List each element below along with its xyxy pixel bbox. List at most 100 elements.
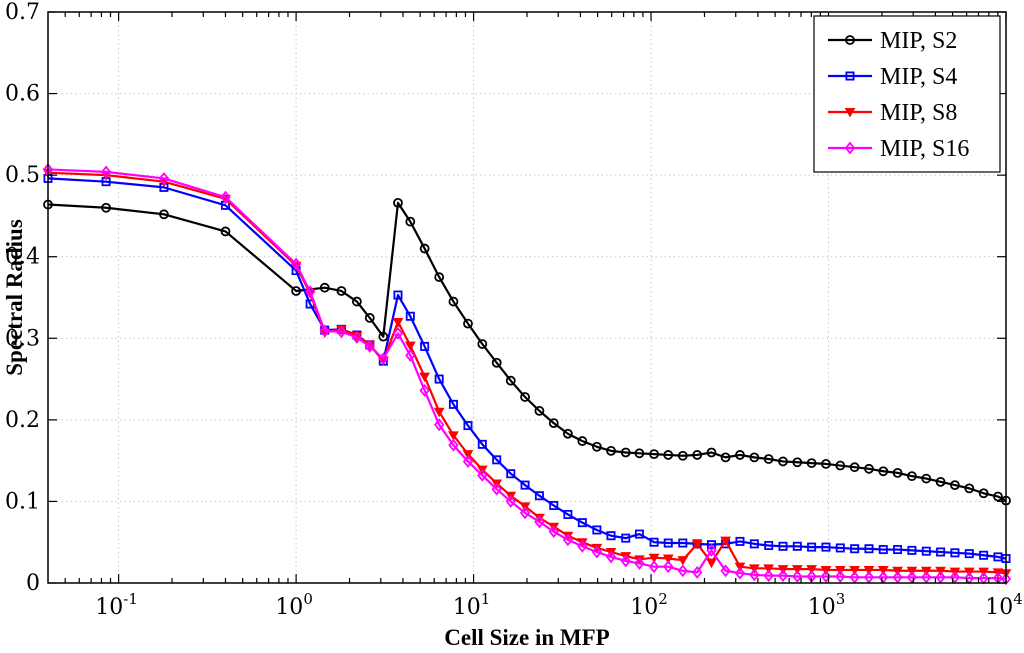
data-point	[591, 545, 603, 559]
data-point	[393, 197, 403, 208]
data-point	[735, 450, 745, 460]
data-point	[290, 257, 302, 271]
data-point	[304, 285, 316, 299]
data-point	[706, 447, 717, 458]
data-point	[404, 341, 416, 352]
legend-label: MIP, S4	[880, 64, 957, 90]
data-point	[720, 536, 731, 547]
data-point	[393, 290, 403, 300]
y-tick-label: 0.3	[5, 326, 40, 351]
data-point	[749, 539, 759, 549]
data-point	[420, 341, 430, 351]
data-point	[606, 531, 616, 541]
data-point	[591, 441, 602, 452]
data-point	[778, 456, 788, 467]
data-point	[849, 565, 860, 576]
data-point	[907, 471, 917, 482]
data-point	[634, 556, 645, 570]
data-point	[405, 216, 416, 227]
data-point	[477, 468, 488, 482]
data-point	[792, 541, 802, 551]
data-point	[777, 569, 789, 583]
data-point	[534, 405, 545, 416]
data-point	[620, 554, 631, 568]
data-point	[863, 565, 875, 576]
data-point	[821, 542, 831, 552]
y-tick-label: 0.4	[5, 245, 40, 270]
data-point	[520, 480, 530, 490]
data-point	[950, 548, 960, 558]
data-point	[950, 480, 960, 491]
x-tick-label: 103	[808, 590, 846, 620]
x-tick-label: 100	[275, 590, 313, 620]
data-point	[319, 282, 330, 293]
data-point	[434, 374, 444, 384]
data-point	[419, 243, 430, 254]
data-point	[549, 501, 559, 511]
data-point	[462, 455, 474, 468]
data-point	[491, 357, 502, 368]
data-point	[663, 538, 673, 548]
data-point	[806, 565, 817, 575]
series-group	[42, 162, 1012, 586]
series-line	[47, 168, 1007, 581]
data-point	[621, 533, 631, 543]
data-point	[419, 372, 430, 383]
data-point	[692, 565, 703, 579]
data-point	[792, 457, 803, 468]
legend-swatch-marker	[845, 71, 855, 81]
data-point	[892, 467, 903, 478]
data-point	[749, 568, 760, 582]
data-point	[964, 483, 975, 494]
data-point	[878, 545, 888, 555]
data-point	[101, 202, 111, 213]
data-point	[979, 550, 989, 560]
data-point	[577, 518, 587, 528]
data-point	[706, 540, 716, 550]
data-point	[821, 459, 831, 469]
data-point	[893, 545, 903, 555]
legend-item: MIP, S16	[828, 136, 969, 162]
data-point	[677, 450, 688, 461]
legend-item: MIP, S2	[828, 28, 957, 54]
data-point	[849, 462, 860, 473]
data-point	[649, 537, 659, 547]
legend-item: MIP, S4	[828, 64, 957, 90]
data-point	[620, 447, 631, 458]
legend-box	[813, 15, 1001, 173]
x-tick-label: 104	[985, 590, 1023, 620]
data-point	[706, 558, 717, 569]
data-point	[392, 317, 404, 328]
data-point	[220, 190, 231, 204]
data-point	[663, 560, 674, 574]
data-point	[648, 553, 660, 564]
data-point	[364, 312, 375, 323]
data-point	[764, 540, 774, 550]
data-point	[936, 547, 946, 557]
data-point	[577, 436, 588, 446]
legend-label: MIP, S2	[880, 28, 957, 54]
data-point	[850, 544, 860, 554]
data-point	[749, 452, 760, 463]
y-tick-label: 0	[26, 571, 40, 596]
data-point	[548, 418, 559, 429]
data-point	[605, 550, 617, 564]
x-tick-label: 10-1	[95, 590, 138, 620]
data-point	[735, 536, 745, 546]
data-point	[506, 469, 516, 479]
y-tick-label: 0.7	[5, 0, 40, 25]
data-point	[878, 466, 889, 477]
series-1	[43, 197, 1011, 506]
data-point	[392, 326, 404, 340]
data-point	[606, 445, 616, 456]
data-point	[691, 539, 703, 550]
data-point	[792, 570, 803, 583]
y-tick-label: 0.1	[5, 489, 40, 514]
data-point	[678, 538, 688, 548]
data-point	[477, 439, 487, 449]
data-point	[364, 340, 375, 353]
y-tick-label: 0.5	[5, 163, 40, 188]
data-point	[562, 428, 573, 439]
data-point	[563, 509, 573, 519]
data-point	[864, 544, 874, 554]
